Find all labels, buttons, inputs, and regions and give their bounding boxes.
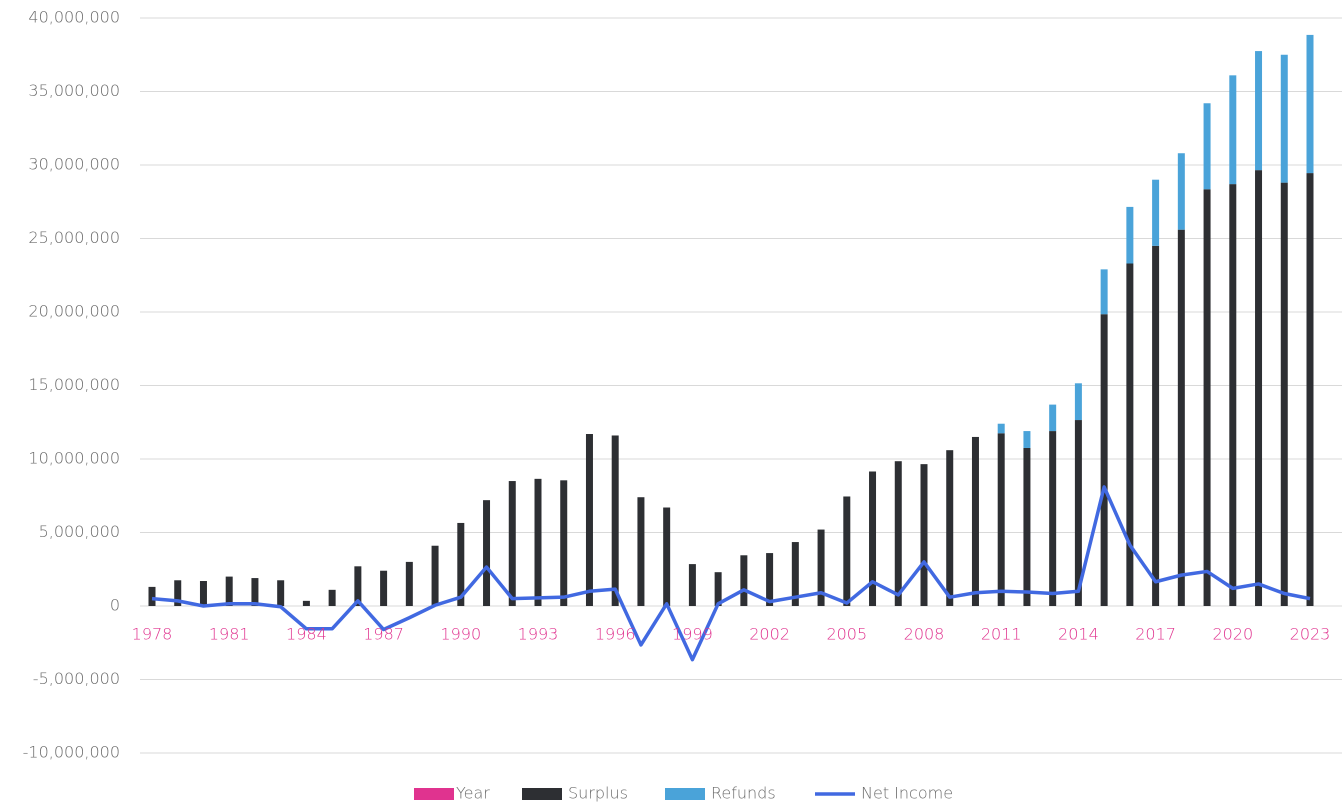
bar-segment [508,481,516,606]
bar-segment [1100,314,1108,606]
bar-segment [1229,75,1237,185]
bar-segment [1229,184,1237,607]
bar-segment [971,436,979,606]
legend-swatch [522,788,562,800]
bar-segment [791,542,799,606]
bar-segment [431,545,439,606]
x-tick-label: 2002 [749,625,790,644]
bar-segment [894,461,902,606]
legend-label: Net Income [861,784,953,803]
x-tick-label: 2014 [1058,625,1099,644]
x-tick-label: 2017 [1135,625,1176,644]
y-tick-label: 5,000,000 [39,522,120,541]
bar-segment [663,507,671,606]
bar-segment [1126,263,1134,606]
bar-segment [637,497,645,606]
bar-segment [277,580,285,606]
x-tick-label: 2023 [1290,625,1331,644]
bar-segment [740,555,748,606]
bar-segment [302,600,310,606]
bar-segment [843,496,851,606]
y-tick-label: 35,000,000 [28,81,120,100]
legend-label: Surplus [568,784,628,803]
x-tick-label: 1999 [672,625,713,644]
bar-segment [534,478,542,606]
bar-segment [1203,103,1211,190]
x-tick-label: 1993 [518,625,559,644]
bar-segment [1023,431,1031,448]
bar-segment [1049,431,1057,606]
line-series [151,485,1311,662]
bar-segment [1152,245,1160,606]
y-tick-label: 15,000,000 [28,375,120,394]
bar-segment [869,471,877,606]
bar-segment [1203,189,1211,606]
bar-segment [1074,420,1082,606]
bar-segment [920,464,928,606]
bar-segment [380,570,388,606]
bar-segment [1049,404,1057,432]
bar-segment [714,572,722,606]
bar-segment [251,578,259,606]
bar-segment [817,529,825,606]
y-tick-label: 30,000,000 [28,155,120,174]
bar-segment [225,576,233,606]
y-tick-label: 10,000,000 [28,449,120,468]
bar-segment [1306,34,1314,174]
x-tick-label: 2005 [826,625,867,644]
bar-segment [354,566,362,606]
bar-segment [1126,206,1134,264]
bar-segment [585,434,593,606]
bar-segment [174,580,182,606]
bar-segment [1255,51,1263,171]
bar-segment [1255,170,1263,606]
bar-segment [1152,179,1160,246]
x-tick-label: 1978 [132,625,173,644]
bar-segment [1306,173,1314,606]
bar-segment [1177,229,1185,606]
x-tick-label: 1990 [440,625,481,644]
bar-segment [1074,383,1082,421]
x-tick-label: 1981 [209,625,250,644]
y-tick-label: -5,000,000 [33,669,120,688]
x-tick-label: 1987 [363,625,404,644]
bar-segment [1177,153,1185,230]
x-tick-label: 1984 [286,625,327,644]
bar-segment [688,564,696,606]
y-tick-label: 0 [110,596,120,615]
x-tick-label: 1996 [595,625,636,644]
legend-label: Year [456,784,490,803]
legend-label: Refunds [711,784,776,803]
bar-segment [1280,182,1288,606]
bar-segment [1023,447,1031,606]
bar-segment [1280,54,1288,183]
y-tick-label: 25,000,000 [28,228,120,247]
y-tick-label: 40,000,000 [28,8,120,27]
x-tick-label: 2020 [1212,625,1253,644]
y-tick-label: -10,000,000 [23,743,120,762]
y-tick-label: 20,000,000 [28,302,120,321]
legend-swatch [414,788,454,800]
x-tick-label: 2008 [904,625,945,644]
bar-segment [483,500,491,606]
bar-segment [199,581,207,606]
bar-segment [946,450,954,606]
bar-segment [611,435,619,606]
bar-segment [997,423,1005,434]
bar-segment [457,522,465,606]
bar-segment [997,433,1005,606]
bar-segment [148,586,156,606]
legend-swatch [665,788,705,800]
bar-segment [405,561,413,606]
bar-segment [766,553,774,606]
bar-segment [560,480,568,606]
x-tick-label: 2011 [981,625,1022,644]
bar-segment [1100,269,1108,315]
bar-segment [328,589,336,606]
